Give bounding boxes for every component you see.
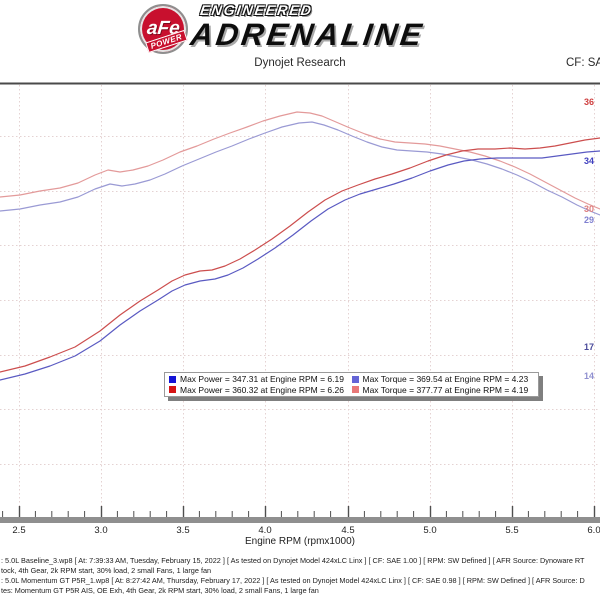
legend-row: Max Torque = 369.54 at Engine RPM = 4.23 [352,374,535,385]
baseline-torque-curve [0,122,600,215]
legend-text: Max Torque = 377.77 at Engine RPM = 4.19 [363,385,529,395]
legend-color-swatch [169,386,176,393]
run-info-line: tock, 4th Gear, 2k RPM start, 30% load, … [1,566,211,575]
dyno-chart-page: aFe POWER ENGINEERED ADRENALINE Dynojet … [0,0,600,600]
x-tick-label: 5.0 [417,525,443,536]
legend-color-swatch [352,376,359,383]
x-tick-label: 4.5 [335,525,361,536]
run-info-line: : 5.0L Baseline_3.wp8 [ At: 7:39:33 AM, … [1,556,585,565]
run-info-line: tes: Momentum GT P5R AIS, OE Exh, 4th Ge… [1,586,319,595]
legend-text: Max Power = 360.32 at Engine RPM = 6.26 [180,385,344,395]
legend-row: Max Power = 360.32 at Engine RPM = 6.26 [169,385,352,396]
baseline-power-curve [0,151,600,380]
curve-end-value-label: 29 [584,215,594,225]
x-tick-label: 3.5 [170,525,196,536]
legend-color-swatch [352,386,359,393]
curve-end-value-label: 14 [584,371,594,381]
legend-color-swatch [169,376,176,383]
dyno-plot-area [0,0,600,600]
run-info-line: : 5.0L Momentum GT P5R_1.wp8 [ At: 8:27:… [1,576,585,585]
legend-text: Max Torque = 369.54 at Engine RPM = 4.23 [363,374,529,384]
x-axis-title: Engine RPM (rpmx1000) [0,536,600,547]
x-axis-bar [0,517,600,523]
x-tick-label: 5.5 [499,525,525,536]
x-tick-label: 2.5 [6,525,32,536]
x-tick-label: 3.0 [88,525,114,536]
max-power-torque-legend: Max Power = 347.31 at Engine RPM = 6.19M… [164,372,539,397]
intake-power-curve [0,138,600,372]
curve-end-value-label: 34 [584,156,594,166]
x-tick-label: 6.0 [581,525,600,536]
legend-row: Max Torque = 377.77 at Engine RPM = 4.19 [352,385,535,396]
intake-torque-curve [0,112,600,209]
legend-row: Max Power = 347.31 at Engine RPM = 6.19 [169,374,352,385]
legend-text: Max Power = 347.31 at Engine RPM = 6.19 [180,374,344,384]
curve-end-value-label: 17 [584,342,594,352]
curve-end-value-label: 36 [584,97,594,107]
x-tick-label: 4.0 [252,525,278,536]
curve-end-value-label: 30 [584,204,594,214]
